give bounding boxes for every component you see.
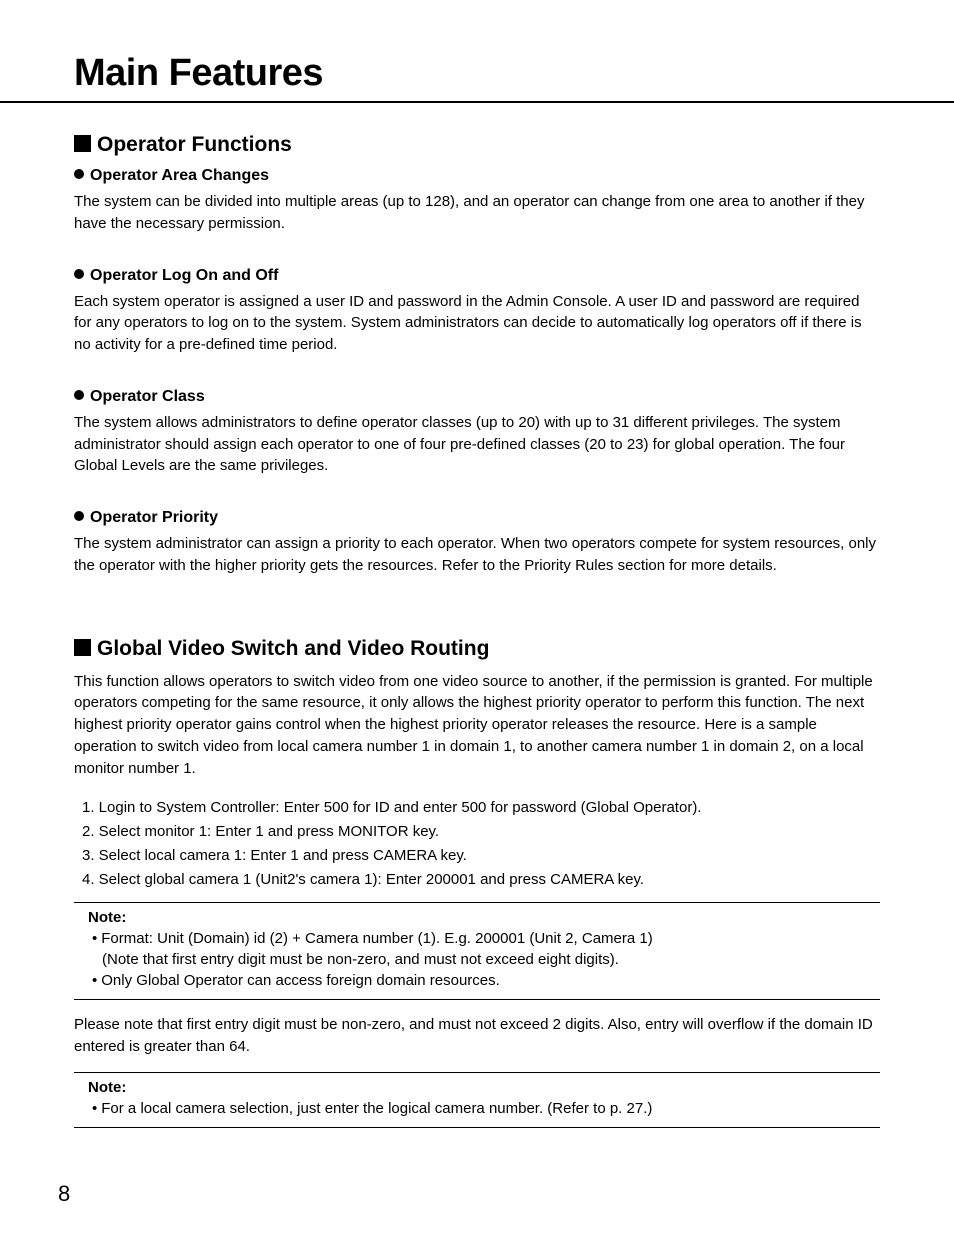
body-text: The system allows administrators to defi… bbox=[74, 412, 880, 477]
sub-operator-priority-heading: Operator Priority bbox=[74, 509, 880, 527]
steps-list: 1. Login to System Controller: Enter 500… bbox=[74, 797, 880, 890]
subheading-text: Operator Class bbox=[90, 388, 205, 405]
subheading-text: Operator Priority bbox=[90, 509, 218, 526]
step-item: 2. Select monitor 1: Enter 1 and press M… bbox=[82, 821, 880, 843]
note-subtext: (Note that first entry digit must be non… bbox=[88, 949, 880, 970]
dot-bullet-icon bbox=[74, 169, 84, 179]
subheading-text: Operator Area Changes bbox=[90, 167, 269, 184]
body-text: The system can be divided into multiple … bbox=[74, 191, 880, 235]
dot-bullet-icon bbox=[74, 390, 84, 400]
section-heading-text: Global Video Switch and Video Routing bbox=[97, 637, 489, 660]
note-label: Note: bbox=[88, 1079, 880, 1096]
note-item: •Format: Unit (Domain) id (2) + Camera n… bbox=[88, 928, 880, 949]
note-text: Only Global Operator can access foreign … bbox=[101, 972, 500, 989]
sub-operator-area-changes-heading: Operator Area Changes bbox=[74, 167, 880, 185]
note-text: For a local camera selection, just enter… bbox=[101, 1100, 652, 1117]
body-text: Each system operator is assigned a user … bbox=[74, 291, 880, 356]
page-number: 8 bbox=[58, 1181, 70, 1207]
square-bullet-icon bbox=[74, 135, 91, 152]
note-item: •Only Global Operator can access foreign… bbox=[88, 970, 880, 991]
dot-bullet-icon bbox=[74, 511, 84, 521]
sub-operator-class-heading: Operator Class bbox=[74, 388, 880, 406]
subheading-text: Operator Log On and Off bbox=[90, 267, 278, 284]
note-label: Note: bbox=[88, 909, 880, 926]
content-area: Operator Functions Operator Area Changes… bbox=[0, 103, 954, 1128]
section-operator-functions-heading: Operator Functions bbox=[74, 133, 880, 157]
step-item: 1. Login to System Controller: Enter 500… bbox=[82, 797, 880, 819]
note-text: Format: Unit (Domain) id (2) + Camera nu… bbox=[101, 930, 652, 947]
note-item: •For a local camera selection, just ente… bbox=[88, 1098, 880, 1119]
step-item: 3. Select local camera 1: Enter 1 and pr… bbox=[82, 845, 880, 867]
step-item: 4. Select global camera 1 (Unit2's camer… bbox=[82, 869, 880, 891]
body-text: Please note that first entry digit must … bbox=[74, 1014, 880, 1058]
section-global-video-heading: Global Video Switch and Video Routing bbox=[74, 637, 880, 661]
note-box-2: Note: •For a local camera selection, jus… bbox=[74, 1072, 880, 1128]
page-title: Main Features bbox=[0, 0, 954, 95]
dot-bullet-icon bbox=[74, 269, 84, 279]
body-text: The system administrator can assign a pr… bbox=[74, 533, 880, 577]
section-heading-text: Operator Functions bbox=[97, 133, 292, 156]
note-box-1: Note: •Format: Unit (Domain) id (2) + Ca… bbox=[74, 902, 880, 1000]
body-text: This function allows operators to switch… bbox=[74, 671, 880, 780]
square-bullet-icon bbox=[74, 639, 91, 656]
sub-operator-logon-heading: Operator Log On and Off bbox=[74, 267, 880, 285]
